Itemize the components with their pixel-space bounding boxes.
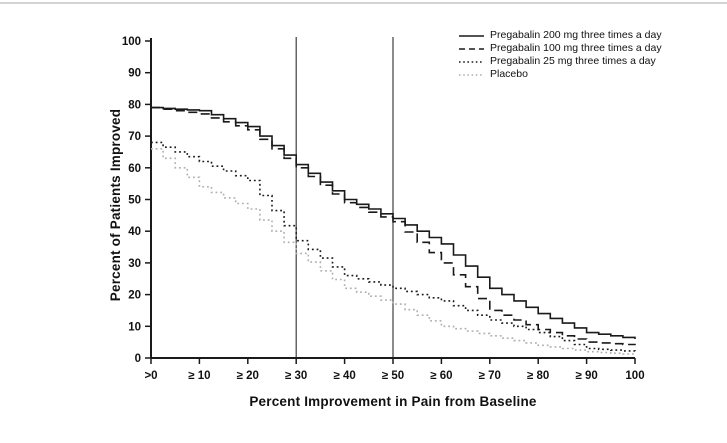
x-tick-label: ≥ 20 <box>237 370 259 382</box>
legend-item-label: Pregabalin 200 mg three times a day <box>490 29 662 41</box>
legend-item-label: Pregabalin 25 mg three times a day <box>490 55 656 67</box>
y-tick-label: 10 <box>128 321 141 333</box>
y-tick-label: 50 <box>128 195 141 207</box>
legend-item: Placebo <box>458 68 662 81</box>
legend-item: Pregabalin 100 mg three times a day <box>458 42 662 55</box>
x-tick-label: ≥ 50 <box>382 370 404 382</box>
y-tick-label: 40 <box>128 226 141 238</box>
series-line-1 <box>150 106 636 346</box>
x-tick-label: ≥ 60 <box>430 370 452 382</box>
y-tick-label: 20 <box>128 290 141 302</box>
x-tick-label: ≥ 90 <box>575 370 597 382</box>
y-axis-title: Percent of Patients Improved <box>108 108 123 302</box>
x-tick-label: ≥ 10 <box>188 370 210 382</box>
legend-item-label: Pregabalin 100 mg three times a day <box>490 42 662 54</box>
legend-marker-line <box>459 35 484 37</box>
y-tick-label: 70 <box>128 131 141 143</box>
y-tick-label: 30 <box>128 258 141 270</box>
legend-item: Pregabalin 25 mg three times a day <box>458 55 662 68</box>
figure-top-border <box>0 2 727 4</box>
x-tick-label: ≥ 80 <box>527 370 549 382</box>
y-tick-label: 90 <box>128 68 141 80</box>
x-tick-label: 100 <box>625 370 644 382</box>
legend: Pregabalin 200 mg three times a day Prega… <box>458 29 662 81</box>
y-tick-label: 80 <box>128 99 141 111</box>
x-axis-title: Percent Improvement in Pain from Baselin… <box>249 394 537 409</box>
legend-marker-line <box>459 48 484 50</box>
x-tick-label: ≥ 70 <box>479 370 501 382</box>
legend-item: Pregabalin 200 mg three times a day <box>458 29 662 42</box>
x-tick-label: ≥ 30 <box>285 370 307 382</box>
y-tick-label: 0 <box>135 353 141 365</box>
legend-item-label: Placebo <box>490 68 528 80</box>
legend-marker-line <box>459 74 484 76</box>
x-tick-label: >0 <box>144 370 157 382</box>
y-tick-label: 100 <box>122 36 141 48</box>
legend-marker-line <box>459 61 484 63</box>
y-tick-label: 60 <box>128 163 141 175</box>
x-tick-label: ≥ 40 <box>333 370 355 382</box>
